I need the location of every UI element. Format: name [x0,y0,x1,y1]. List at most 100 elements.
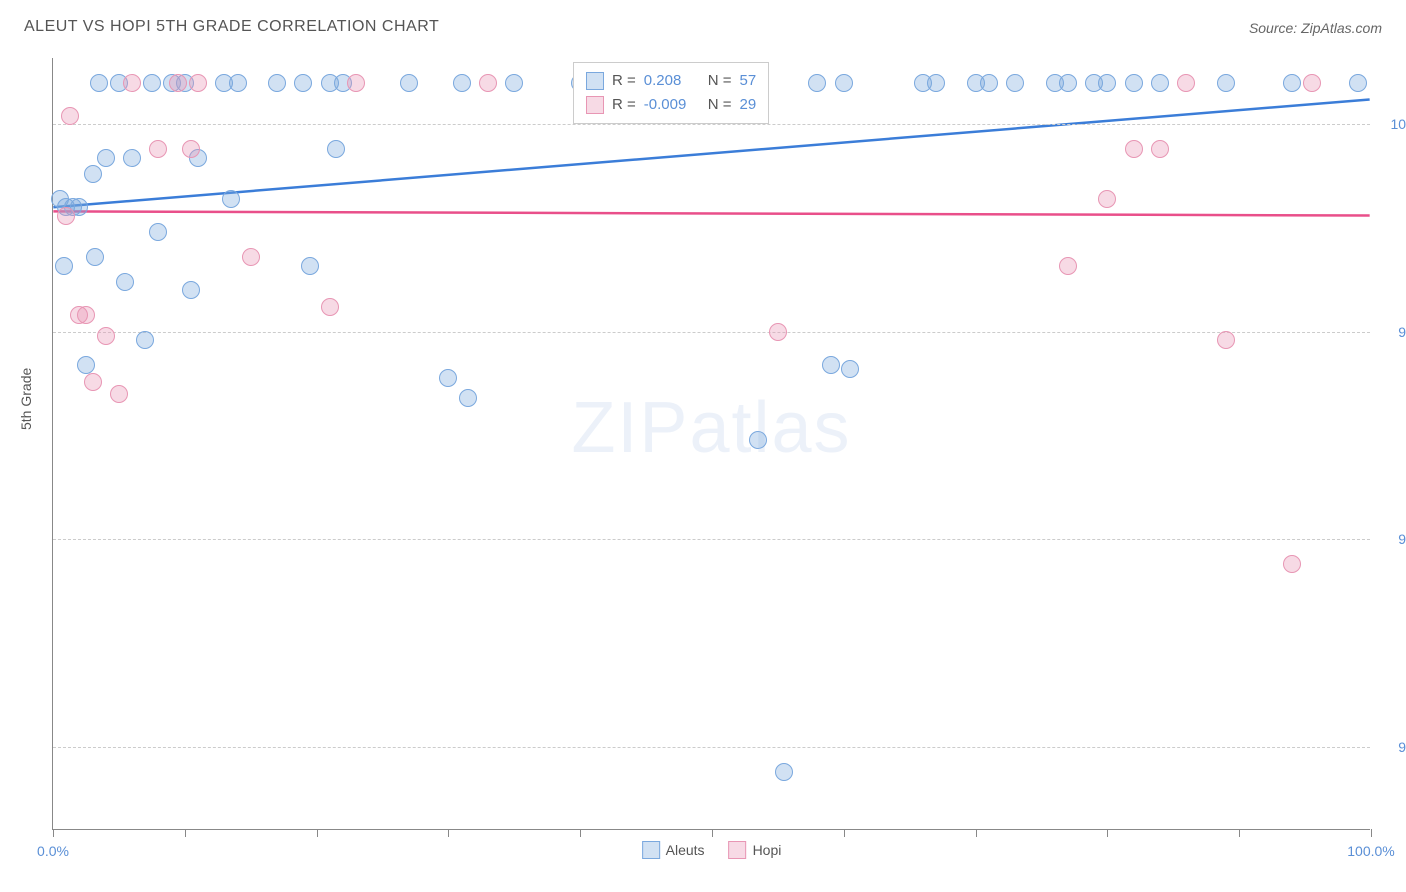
data-point [97,149,115,167]
data-point [294,74,312,92]
data-point [980,74,998,92]
stats-row: R =0.208N =57 [586,69,756,93]
data-point [1303,74,1321,92]
data-point [182,140,200,158]
data-point [182,281,200,299]
x-tick [1107,829,1108,837]
data-point [1177,74,1195,92]
legend-item: Aleuts [642,841,705,859]
n-label: N = [708,93,732,117]
watermark: ZIPatlas [571,387,851,469]
data-point [301,257,319,275]
y-tick-label: 92.5% [1398,739,1406,755]
data-point [327,140,345,158]
data-point [242,248,260,266]
r-label: R = [612,93,636,117]
data-point [90,74,108,92]
legend-label: Aleuts [666,842,705,858]
source-label: Source: ZipAtlas.com [1249,20,1382,36]
data-point [1217,74,1235,92]
trend-lines-svg [53,58,1370,829]
x-tick [317,829,318,837]
data-point [769,323,787,341]
data-point [136,331,154,349]
x-tick [185,829,186,837]
legend-label: Hopi [753,842,782,858]
data-point [439,369,457,387]
data-point [143,74,161,92]
y-axis-label: 5th Grade [18,368,34,430]
header: ALEUT VS HOPI 5TH GRADE CORRELATION CHAR… [24,18,1382,48]
data-point [110,385,128,403]
chart-container: ALEUT VS HOPI 5TH GRADE CORRELATION CHAR… [0,0,1406,892]
x-tick [53,829,54,837]
x-tick [580,829,581,837]
data-point [505,74,523,92]
data-point [77,356,95,374]
y-tick-label: 95.0% [1398,531,1406,547]
legend-item: Hopi [729,841,782,859]
data-point [749,431,767,449]
legend-swatch [729,841,747,859]
data-point [1283,74,1301,92]
stats-row: R = -0.009 N = 29 [586,93,756,117]
data-point [84,373,102,391]
bottom-legend: Aleuts Hopi [642,841,782,859]
data-point [400,74,418,92]
legend-swatch [642,841,660,859]
data-point [1006,74,1024,92]
data-point [459,389,477,407]
x-tick [1371,829,1372,837]
x-tick-label: 0.0% [37,843,69,859]
data-point [321,298,339,316]
data-point [169,74,187,92]
data-point [77,306,95,324]
data-point [229,74,247,92]
data-point [453,74,471,92]
data-point [1098,74,1116,92]
data-point [841,360,859,378]
data-point [347,74,365,92]
r-value: -0.009 [644,93,700,117]
data-point [268,74,286,92]
data-point [86,248,104,266]
gridline [53,539,1370,540]
trend-line [53,211,1369,215]
watermark-zip: ZIP [571,388,689,468]
data-point [123,149,141,167]
x-tick [844,829,845,837]
stats-box: R =0.208N =57R = -0.009 N = 29 [573,62,769,124]
chart-title: ALEUT VS HOPI 5TH GRADE CORRELATION CHAR… [24,18,439,35]
data-point [57,207,75,225]
plot-area: ZIPatlas 92.5%95.0%97.5%100.0%0.0%100.0%… [52,58,1370,830]
data-point [1349,74,1367,92]
data-point [808,74,826,92]
x-tick [976,829,977,837]
n-value: 29 [740,93,757,117]
data-point [123,74,141,92]
data-point [1283,555,1301,573]
n-label: N = [708,69,732,93]
data-point [822,356,840,374]
data-point [1125,140,1143,158]
data-point [97,327,115,345]
x-tick [712,829,713,837]
data-point [149,140,167,158]
data-point [927,74,945,92]
x-tick [1239,829,1240,837]
data-point [1059,74,1077,92]
data-point [1151,74,1169,92]
x-tick [448,829,449,837]
data-point [116,273,134,291]
data-point [479,74,497,92]
data-point [1217,331,1235,349]
legend-swatch [586,96,604,114]
y-tick-label: 100.0% [1391,116,1406,132]
data-point [222,190,240,208]
gridline [53,124,1370,125]
data-point [1098,190,1116,208]
data-point [1059,257,1077,275]
watermark-atlas: atlas [689,388,851,468]
gridline [53,747,1370,748]
x-tick-label: 100.0% [1347,843,1394,859]
